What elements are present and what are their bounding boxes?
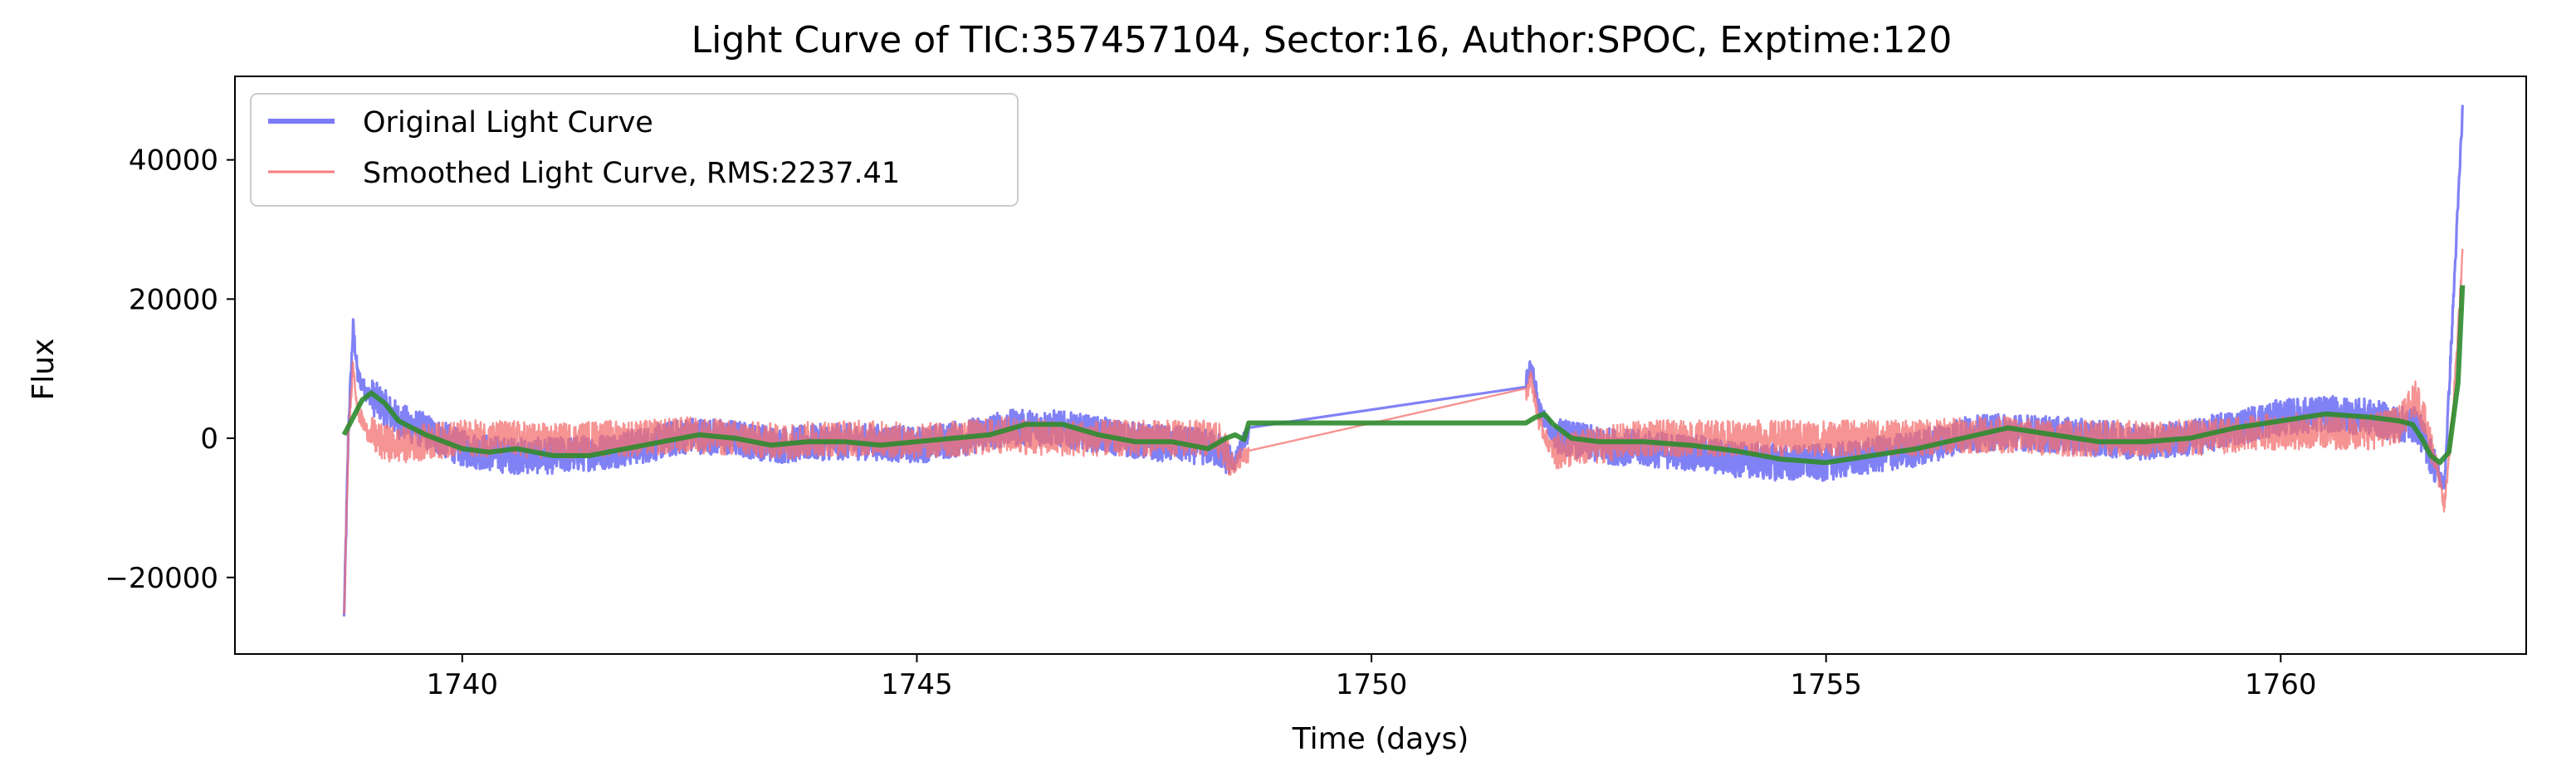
y-tick-label: 0	[200, 422, 218, 456]
y-axis: −20000 0 20000 40000	[105, 144, 235, 595]
x-tick-label: 1745	[881, 668, 953, 701]
legend: Original Light Curve Smoothed Light Curv…	[250, 93, 1019, 207]
legend-label-smoothed: Smoothed Light Curve, RMS:2237.41	[363, 157, 900, 190]
y-axis-label: Flux	[27, 339, 61, 401]
axes-frame	[234, 76, 2527, 655]
chart-title: Light Curve of TIC:357457104, Sector:16,…	[692, 19, 1953, 61]
x-tick-label: 1755	[1790, 668, 1862, 701]
trend-line	[341, 285, 2466, 466]
y-tick-label: 20000	[129, 283, 218, 316]
legend-label-original: Original Light Curve	[363, 106, 653, 139]
x-axis: 1740 1745 1750 1755 1760	[427, 654, 2317, 701]
x-axis-label: Time (days)	[1292, 722, 1469, 756]
series-layer	[341, 105, 2466, 617]
x-tick-label: 1760	[2245, 668, 2317, 701]
x-tick-label: 1740	[427, 668, 499, 701]
legend-box	[250, 93, 1019, 207]
y-tick-label: −20000	[105, 562, 218, 595]
x-tick-label: 1750	[1336, 668, 1408, 701]
plot-area	[341, 105, 2466, 617]
y-tick-label: 40000	[129, 144, 218, 178]
